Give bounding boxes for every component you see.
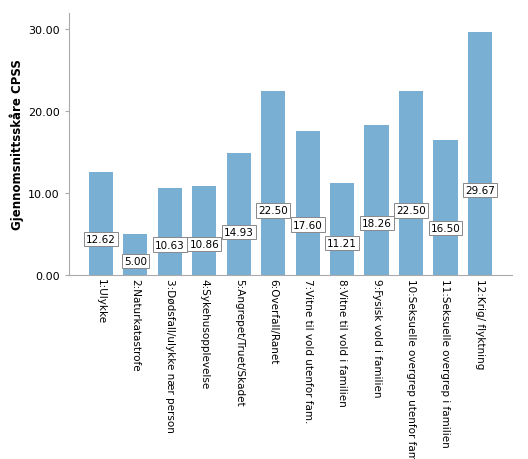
Bar: [330, 184, 354, 275]
Bar: [399, 91, 423, 275]
Text: 10.63: 10.63: [155, 240, 185, 250]
Text: 16.50: 16.50: [431, 223, 460, 233]
Bar: [433, 140, 458, 275]
Bar: [296, 131, 319, 275]
Text: 22.50: 22.50: [258, 206, 288, 216]
Text: 18.26: 18.26: [362, 218, 391, 228]
Bar: [468, 33, 492, 275]
Bar: [227, 153, 251, 275]
Text: 14.93: 14.93: [224, 228, 253, 238]
Y-axis label: Gjennomsnittsskåre CPSS: Gjennomsnittsskåre CPSS: [9, 59, 24, 230]
Bar: [158, 189, 182, 275]
Text: 22.50: 22.50: [396, 206, 426, 216]
Text: 11.21: 11.21: [327, 238, 357, 248]
Bar: [364, 126, 389, 275]
Bar: [192, 187, 216, 275]
Text: 29.67: 29.67: [465, 185, 495, 196]
Text: 17.60: 17.60: [293, 220, 323, 230]
Bar: [261, 91, 285, 275]
Text: 12.62: 12.62: [86, 234, 116, 244]
Text: 10.86: 10.86: [190, 239, 219, 249]
Bar: [89, 172, 113, 275]
Bar: [123, 235, 147, 275]
Text: 5.00: 5.00: [124, 256, 147, 266]
